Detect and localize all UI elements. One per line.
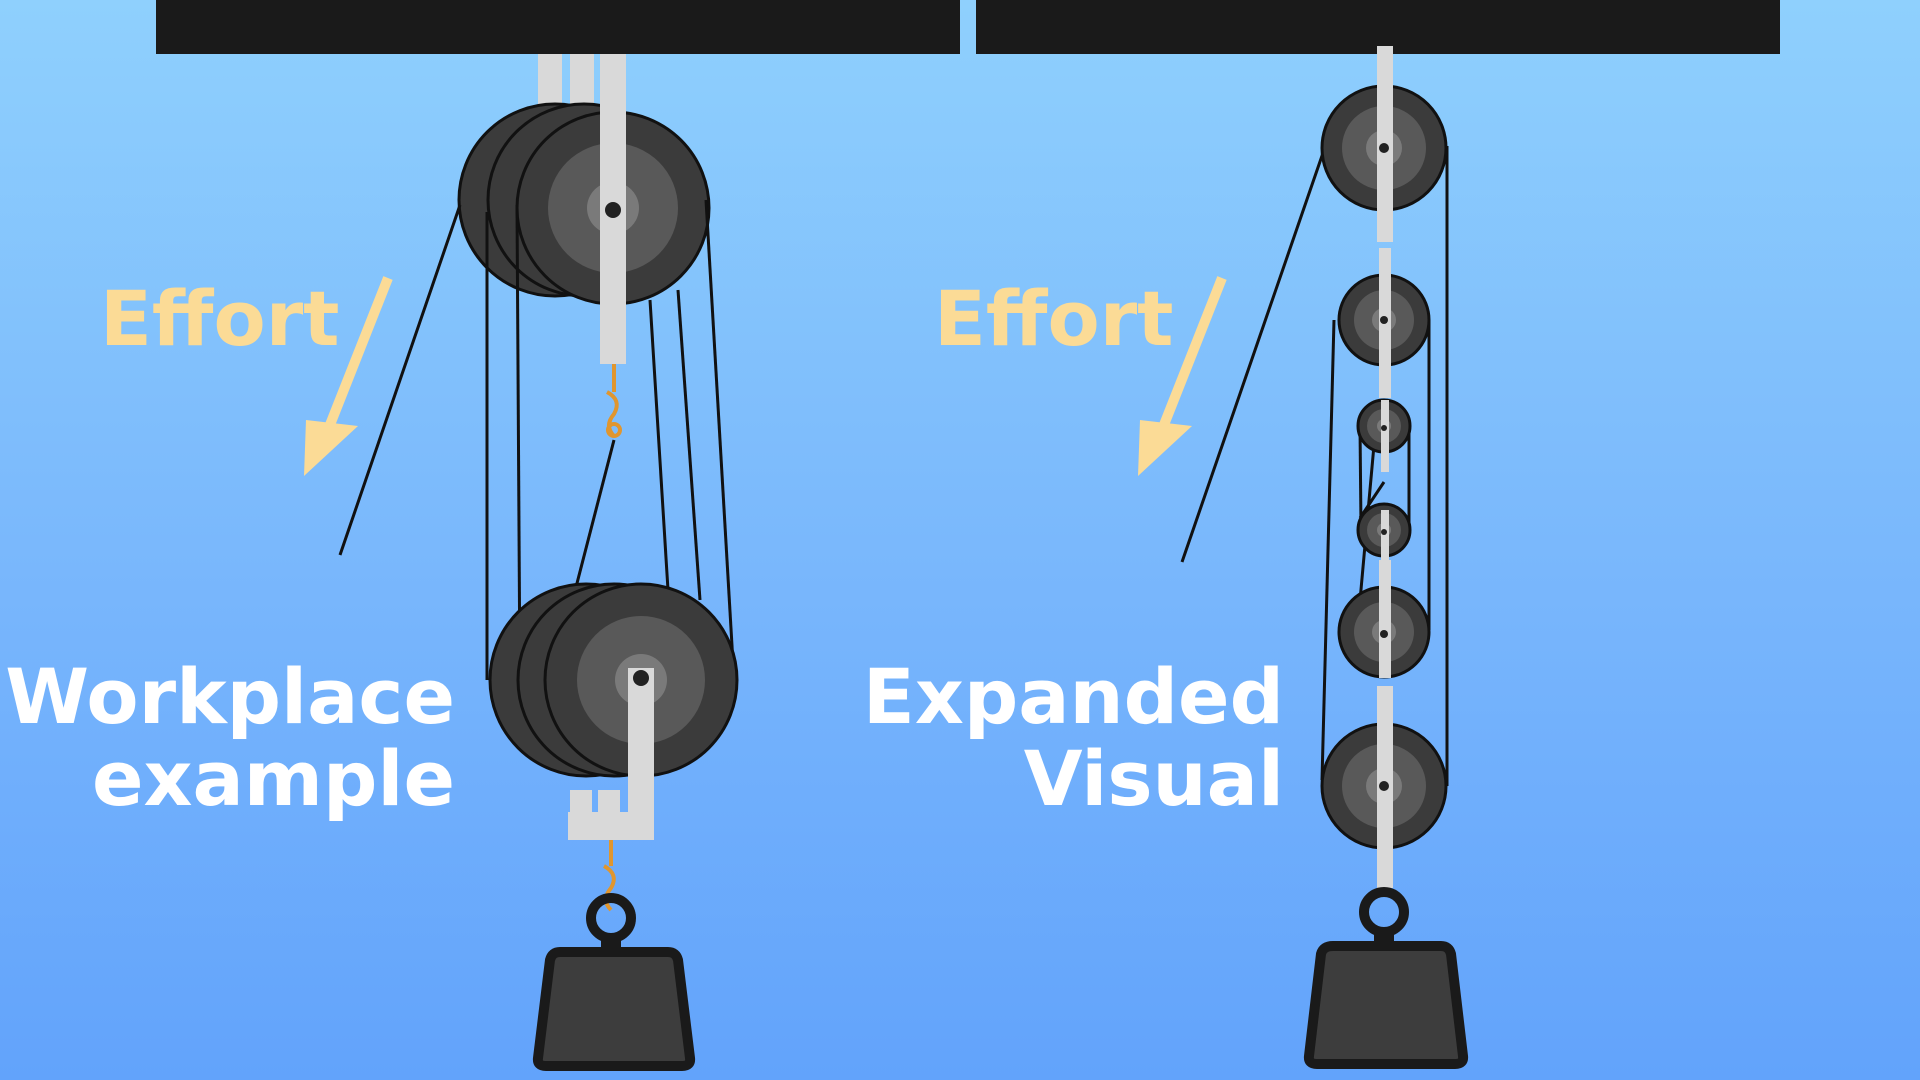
ceiling-beam-left (156, 0, 960, 54)
right-strap-5 (1379, 560, 1391, 678)
caption-left: Workplace example (5, 652, 455, 824)
caption-right-line1: Expanded (862, 652, 1284, 741)
bottom-block (488, 582, 739, 778)
down-left-arrow-icon (304, 276, 393, 476)
ceiling-beam-right (976, 0, 1780, 54)
effort-label-right: Effort (934, 274, 1174, 363)
down-left-arrow-icon (1138, 276, 1227, 476)
caption-left-line2: example (91, 734, 455, 824)
right-axles (1379, 143, 1389, 791)
left-ropes (338, 199, 736, 691)
right-strap-3 (1381, 400, 1389, 472)
caption-left-line1: Workplace (5, 652, 455, 741)
snap-hook-icon (605, 364, 622, 438)
bottom-axle (633, 670, 649, 686)
kettle-weight-icon (532, 893, 696, 1071)
caption-right-line2: Visual (1023, 734, 1284, 824)
right-strap-4 (1381, 510, 1389, 566)
bottom-strap-bar (568, 812, 654, 840)
left-pulley-system (304, 54, 739, 1071)
kettle-weight-icon (1303, 887, 1469, 1069)
effort-label-left: Effort (100, 274, 340, 363)
top-block (457, 102, 711, 306)
caption-right: Expanded Visual (862, 652, 1284, 824)
bottom-center-strap (628, 668, 654, 840)
right-pulley-system (1138, 46, 1469, 1069)
top-axle (605, 202, 621, 218)
snap-hook-icon (602, 840, 616, 912)
